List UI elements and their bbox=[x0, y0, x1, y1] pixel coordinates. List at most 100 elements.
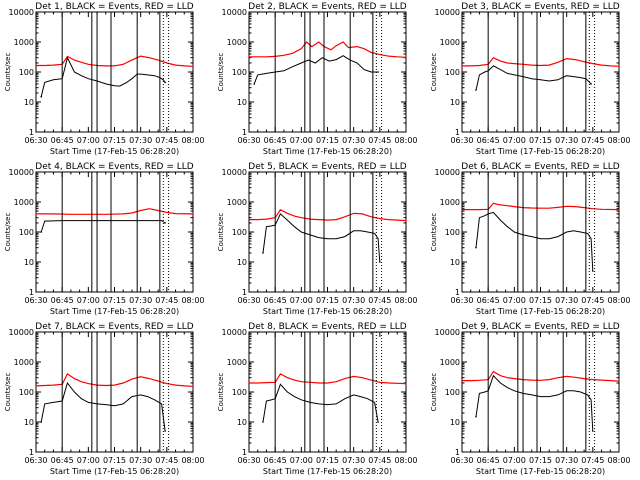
series-line-lld bbox=[462, 56, 620, 67]
x-tick-label: 06:45 bbox=[264, 136, 287, 145]
plot-frame bbox=[248, 331, 407, 453]
series-start-point bbox=[248, 56, 250, 58]
x-tick-label: 06:45 bbox=[51, 136, 74, 145]
series-line-lld bbox=[35, 373, 194, 387]
y-axis-label: Counts/sec bbox=[430, 213, 438, 252]
x-tick-label: 07:30 bbox=[129, 456, 152, 465]
series-line-events bbox=[40, 381, 166, 432]
series-start-point bbox=[461, 379, 463, 382]
x-tick-label: 06:30 bbox=[24, 136, 47, 145]
series-end-point bbox=[164, 430, 166, 432]
x-tick-label: 08:00 bbox=[394, 456, 417, 465]
x-axis-label: Start Time (17-Feb-15 06:28:20) bbox=[50, 307, 179, 316]
y-axis-label: Counts/sec bbox=[217, 213, 225, 252]
chart-title: Det 7, BLACK = Events, RED = LLD bbox=[35, 322, 194, 332]
y-tick-label: 100 bbox=[232, 228, 247, 237]
series-start-point bbox=[461, 208, 463, 211]
series-end-point bbox=[590, 83, 592, 85]
y-tick-label: 1 bbox=[242, 448, 247, 457]
x-tick-label: 07:30 bbox=[555, 136, 578, 145]
x-tick-label: 07:45 bbox=[155, 136, 178, 145]
x-tick-label: 07:15 bbox=[316, 136, 339, 145]
chart-panel-2: Det 2, BLACK = Events, RED = LLD 1 10 100 10… bbox=[217, 2, 418, 156]
y-axis-label: Counts/sec bbox=[4, 373, 12, 412]
y-tick-label: 100 bbox=[19, 228, 34, 237]
chart-title: Det 8, BLACK = Events, RED = LLD bbox=[248, 322, 407, 332]
chart-panel-9: Det 9, BLACK = Events, RED = LLD 1 10 100 10… bbox=[430, 322, 631, 476]
x-tick-label: 07:00 bbox=[77, 296, 100, 305]
y-axis-label: Counts/sec bbox=[430, 373, 438, 412]
x-tick-label: 06:30 bbox=[450, 456, 473, 465]
y-tick-label: 1 bbox=[29, 128, 34, 137]
x-tick-label: 07:45 bbox=[155, 296, 178, 305]
x-tick-label: 07:00 bbox=[290, 456, 313, 465]
x-tick-label: 08:00 bbox=[181, 296, 204, 305]
y-tick-label: 10000 bbox=[9, 328, 34, 337]
y-tick-label: 10 bbox=[237, 418, 247, 427]
x-axis-label: Start Time (17-Feb-15 06:28:20) bbox=[263, 147, 392, 156]
y-axis-label: Counts/sec bbox=[4, 213, 12, 252]
x-tick-label: 07:00 bbox=[503, 296, 526, 305]
series-end-point bbox=[592, 430, 594, 432]
x-tick-label: 07:15 bbox=[529, 296, 552, 305]
series-line-events bbox=[262, 383, 379, 423]
y-tick-label: 10 bbox=[237, 98, 247, 107]
series-end-point bbox=[405, 56, 407, 59]
series-line-lld bbox=[462, 370, 620, 382]
x-tick-label: 06:45 bbox=[477, 136, 500, 145]
y-tick-label: 10 bbox=[24, 418, 34, 427]
y-tick-label: 100 bbox=[232, 388, 247, 397]
series-start-point bbox=[262, 252, 264, 254]
y-tick-label: 10000 bbox=[435, 168, 460, 177]
series-end-point bbox=[592, 270, 594, 272]
y-axis-label: Counts/sec bbox=[217, 53, 225, 92]
y-tick-label: 100 bbox=[445, 68, 460, 77]
y-tick-label: 1000 bbox=[14, 358, 34, 367]
y-axis-label: Counts/sec bbox=[217, 373, 225, 412]
series-start-point bbox=[40, 421, 43, 423]
x-tick-label: 07:30 bbox=[342, 296, 365, 305]
series-start-point bbox=[35, 213, 37, 215]
x-axis-label: Start Time (17-Feb-15 06:28:20) bbox=[476, 307, 605, 316]
series-end-point bbox=[405, 219, 407, 222]
y-tick-label: 1000 bbox=[227, 358, 247, 367]
chart-panel-5: Det 5, BLACK = Events, RED = LLD 1 10 100 10… bbox=[217, 162, 418, 316]
y-tick-label: 100 bbox=[445, 388, 460, 397]
y-tick-label: 1 bbox=[29, 448, 34, 457]
x-tick-label: 08:00 bbox=[181, 136, 204, 145]
y-tick-label: 1 bbox=[455, 448, 460, 457]
y-tick-label: 10 bbox=[450, 418, 460, 427]
series-start-point bbox=[253, 83, 256, 85]
y-tick-label: 10000 bbox=[435, 328, 460, 337]
series-end-point bbox=[379, 261, 381, 263]
x-tick-label: 07:30 bbox=[342, 136, 365, 145]
chart-title: Det 5, BLACK = Events, RED = LLD bbox=[248, 162, 407, 172]
plot-frame bbox=[35, 11, 194, 133]
x-tick-label: 06:45 bbox=[264, 456, 287, 465]
series-end-point bbox=[377, 421, 379, 423]
chart-panel-4: Det 4, BLACK = Events, RED = LLD 1 10 100 10… bbox=[4, 162, 205, 316]
chart-title: Det 3, BLACK = Events, RED = LLD bbox=[461, 2, 620, 12]
x-tick-label: 06:30 bbox=[237, 296, 260, 305]
x-tick-label: 08:00 bbox=[607, 296, 630, 305]
series-line-lld bbox=[36, 55, 194, 67]
series-end-point bbox=[164, 222, 166, 224]
series-start-point bbox=[475, 89, 477, 91]
x-tick-label: 06:30 bbox=[237, 456, 260, 465]
series-start-point bbox=[248, 218, 250, 221]
y-tick-label: 1000 bbox=[227, 38, 247, 47]
series-line-events bbox=[262, 213, 381, 263]
x-tick-label: 06:45 bbox=[477, 296, 500, 305]
chart-title: Det 1, BLACK = Events, RED = LLD bbox=[35, 2, 194, 12]
x-tick-label: 07:45 bbox=[368, 296, 391, 305]
series-line-events bbox=[475, 374, 594, 432]
y-axis-label: Counts/sec bbox=[430, 53, 438, 92]
chart-title: Det 9, BLACK = Events, RED = LLD bbox=[461, 322, 620, 332]
x-tick-label: 06:30 bbox=[237, 136, 260, 145]
series-line-events bbox=[253, 55, 379, 85]
x-tick-label: 06:30 bbox=[24, 456, 47, 465]
x-tick-label: 06:45 bbox=[51, 456, 74, 465]
y-tick-label: 100 bbox=[232, 68, 247, 77]
series-start-point bbox=[40, 95, 43, 98]
chart-title: Det 4, BLACK = Events, RED = LLD bbox=[35, 162, 194, 172]
